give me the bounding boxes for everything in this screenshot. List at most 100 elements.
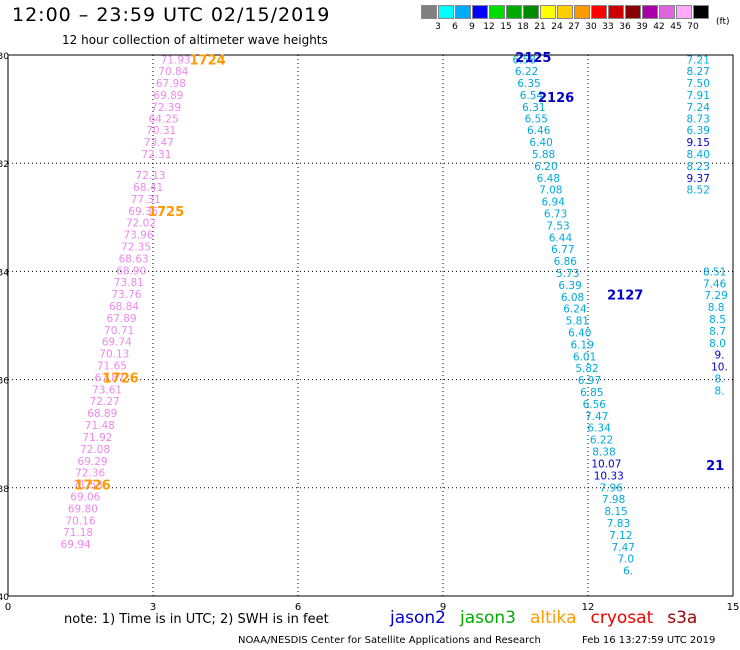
legend-swatch (557, 5, 573, 19)
wave-height-value: 64.25 (149, 113, 179, 125)
wave-height-value: 67.98 (156, 78, 186, 90)
legend-swatch (540, 5, 556, 19)
pass-number-label: 1725 (148, 205, 184, 220)
mission-cryosat: cryosat (590, 608, 654, 628)
wave-height-value: 72.31 (141, 149, 171, 161)
wave-height-value: 8.38 (592, 447, 615, 459)
wave-height-value: 7.50 (687, 78, 710, 90)
wave-height-value: 7.08 (539, 185, 562, 197)
pass-number-label: 1726 (74, 479, 110, 494)
wave-height-value: 69.89 (153, 90, 183, 102)
wave-height-value: 5.73 (556, 268, 579, 280)
wave-height-value: 71.18 (63, 527, 93, 539)
wave-height-value: 70.16 (65, 515, 95, 527)
wave-height-value: 6.22 (590, 435, 613, 447)
y-tick-label: -40 (0, 593, 9, 603)
legend-swatch (438, 5, 454, 19)
legend-swatch (608, 5, 624, 19)
wave-height-value: 6.31 (522, 102, 545, 114)
pass-number-label: 1724 (190, 53, 226, 68)
wave-height-value: 7.96 (600, 482, 624, 494)
legend-swatch (659, 5, 675, 19)
wave-height-value: 69.94 (61, 539, 91, 551)
wave-height-value: 7.91 (687, 90, 710, 102)
wave-height-value: 73.96 (123, 230, 153, 242)
legend-swatch-label: 36 (619, 22, 631, 32)
wave-height-value: 69.29 (78, 456, 108, 468)
wave-height-value: 7.0 (617, 554, 634, 566)
wave-height-value: 71.48 (85, 420, 115, 432)
wave-height-value: 8.40 (687, 149, 710, 161)
wave-height-value: 6.55 (525, 113, 548, 125)
legend-swatch (421, 5, 437, 19)
wave-height-value: 7.12 (609, 530, 632, 542)
y-tick-label: -34 (0, 268, 9, 278)
wave-height-value: 67.87 (94, 372, 124, 384)
legend-swatch-label: 30 (585, 22, 597, 32)
wave-height-value: 69.06 (70, 491, 100, 503)
pass-number-label: 2125 (515, 51, 551, 66)
legend-swatch (506, 5, 522, 19)
legend-swatch (693, 5, 709, 19)
wave-height-value: 8.27 (687, 66, 710, 78)
wave-height-value: 5.81 (566, 316, 589, 328)
mission-altika: altika (530, 608, 577, 628)
wave-height-value: 7.46 (703, 278, 727, 290)
wave-height-value: 7.47 (612, 542, 635, 554)
legend-swatch-label: 3 (435, 22, 441, 32)
wave-height-value: 67.89 (107, 313, 137, 325)
generated-timestamp: Feb 16 13:27:59 UTC 2019 (582, 635, 716, 646)
wave-height-value: 10.07 (591, 458, 621, 470)
mission-legend: jason2 jason3 altika cryosat s3a (390, 608, 711, 628)
wave-height-value: 8.15 (604, 506, 627, 518)
wave-height-value: 8.51 (703, 266, 726, 278)
legend-swatch-label: 15 (500, 22, 512, 32)
wave-height-value: 7.47 (585, 411, 608, 423)
x-tick-label: 9 (440, 602, 446, 613)
wave-height-value: 6.85 (580, 387, 603, 399)
wave-height-value: 8.7 (709, 326, 726, 338)
wave-height-value: 72.36 (75, 468, 105, 480)
wave-height-value: 68.63 (119, 253, 149, 265)
legend-swatch (574, 5, 590, 19)
wave-height-value: 6.39 (687, 125, 710, 137)
wave-height-value: 7.29 (704, 290, 727, 302)
pass-number-label: 21 (706, 459, 724, 474)
legend-swatch-label: 9 (469, 22, 475, 32)
legend-swatch (472, 5, 488, 19)
wave-height-value: 6.54 (520, 90, 544, 102)
legend-swatch (591, 5, 607, 19)
legend-swatch-label: 45 (670, 22, 682, 32)
wave-height-value: 6.97 (578, 375, 601, 387)
legend-swatch (523, 5, 539, 19)
legend-swatch-label: 24 (551, 22, 563, 32)
wave-height-value: 73.47 (144, 137, 174, 149)
wave-height-value: 69.35 (128, 206, 158, 218)
mission-s3a: s3a (667, 608, 698, 628)
wave-height-value: 6.77 (551, 244, 574, 256)
wave-height-value: 70.13 (99, 349, 129, 361)
wave-height-value: 68.90 (116, 265, 146, 277)
wave-height-value: 69.80 (68, 503, 98, 515)
wave-height-value: 8. (714, 385, 724, 397)
wave-height-value: 8.5 (709, 314, 726, 326)
page-subtitle: 12 hour collection of altimeter wave hei… (62, 33, 328, 47)
wave-height-value: 70.31 (146, 125, 176, 137)
pass-number-label: 1726 (103, 371, 139, 386)
wave-height-value: 71.53 (73, 480, 103, 492)
wave-height-value: 73.81 (114, 277, 144, 289)
legend-swatch (455, 5, 471, 19)
y-tick-label: -30 (0, 52, 9, 62)
x-tick-label: 3 (150, 602, 156, 613)
wave-height-value: 69.74 (102, 337, 132, 349)
wave-height-value: 8.52 (687, 185, 710, 197)
wave-height-value: 9.15 (687, 137, 710, 149)
mission-jason2: jason2 (390, 608, 446, 628)
wave-height-value: 6.24 (563, 304, 587, 316)
legend-swatch (642, 5, 658, 19)
wave-height-value: 8.0 (709, 338, 726, 350)
legend-swatch-label: 42 (653, 22, 665, 32)
x-tick-label: 15 (727, 602, 740, 613)
wave-height-value: 6.86 (554, 256, 578, 268)
wave-height-value: 72.27 (90, 396, 120, 408)
